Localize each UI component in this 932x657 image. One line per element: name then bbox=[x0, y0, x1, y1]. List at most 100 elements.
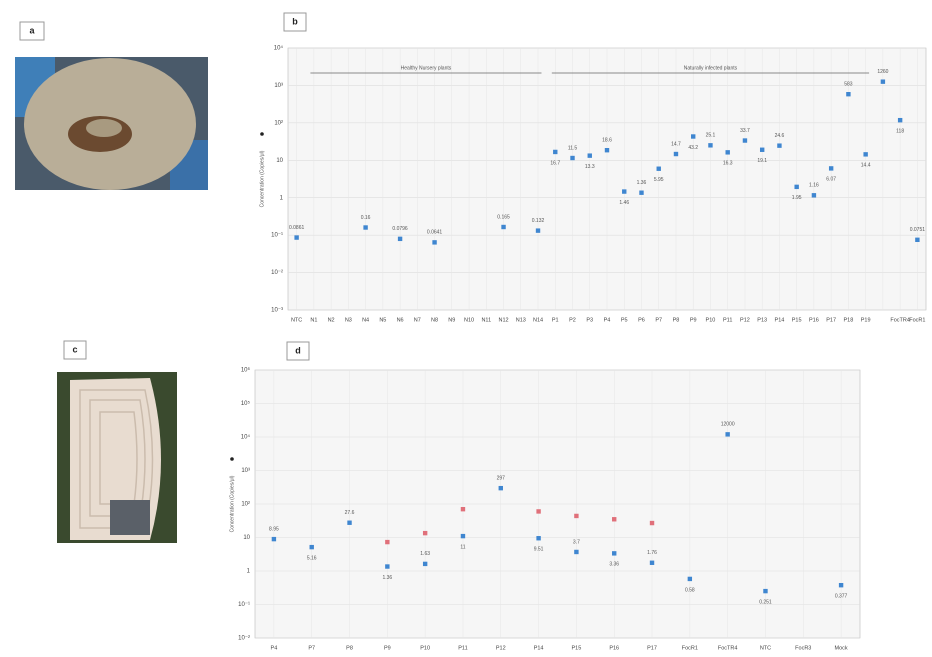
x-tick-label: Mock bbox=[835, 645, 848, 651]
data-point bbox=[498, 485, 503, 491]
data-point bbox=[708, 143, 713, 148]
data-label: 0.16 bbox=[361, 215, 371, 221]
data-label: 14.4 bbox=[861, 163, 871, 169]
y-tick-label: 10³ bbox=[274, 83, 283, 89]
y-axis-dot bbox=[260, 132, 264, 136]
data-point bbox=[838, 582, 844, 588]
data-point bbox=[863, 152, 868, 157]
panel-label: a bbox=[29, 25, 35, 35]
data-point bbox=[536, 509, 541, 514]
data-point bbox=[604, 147, 610, 153]
x-tick-label: FocTR4 bbox=[718, 645, 738, 651]
data-label: 5.16 bbox=[307, 555, 317, 561]
data-point bbox=[649, 520, 655, 526]
data-label: 16.7 bbox=[550, 160, 560, 166]
data-point bbox=[422, 561, 428, 567]
data-point bbox=[422, 530, 428, 536]
y-tick-label: 10⁵ bbox=[241, 400, 251, 407]
data-point bbox=[501, 224, 506, 230]
data-label: 3.7 bbox=[573, 539, 580, 545]
x-tick-label: P3 bbox=[586, 317, 593, 323]
x-tick-label: P15 bbox=[792, 317, 802, 323]
data-label: 27.6 bbox=[345, 510, 355, 516]
data-label: 14.7 bbox=[671, 141, 681, 147]
x-tick-label: P4 bbox=[604, 317, 611, 323]
panel-box bbox=[286, 341, 310, 361]
data-point bbox=[574, 549, 579, 555]
data-label: 11 bbox=[460, 544, 465, 550]
x-tick-label: FocTR4 bbox=[890, 317, 910, 323]
data-label: 1.36 bbox=[382, 575, 392, 581]
data-point bbox=[587, 153, 592, 158]
x-tick-label: FocR3 bbox=[795, 645, 811, 651]
data-point bbox=[725, 150, 730, 155]
y-tick-label: 10⁴ bbox=[241, 434, 251, 441]
data-label: 0.0861 bbox=[289, 225, 305, 231]
data-label: 16.3 bbox=[723, 161, 733, 167]
data-point bbox=[777, 143, 782, 148]
data-point bbox=[759, 147, 765, 152]
y-tick-label: 10⁻¹ bbox=[238, 602, 250, 608]
data-label: 0.165 bbox=[497, 214, 510, 220]
data-point bbox=[612, 517, 617, 522]
data-point bbox=[622, 189, 627, 194]
data-point bbox=[309, 544, 314, 550]
x-tick-label: P17 bbox=[826, 317, 836, 323]
x-tick-label: P19 bbox=[861, 317, 871, 323]
data-label: 0.132 bbox=[532, 218, 545, 224]
panel-box bbox=[283, 12, 307, 32]
data-label: 1.95 bbox=[792, 195, 802, 201]
x-tick-label: P1 bbox=[552, 317, 559, 323]
data-point bbox=[794, 184, 799, 190]
y-tick-label: 10⁻¹ bbox=[271, 233, 283, 239]
y-tick-label: 10 bbox=[276, 158, 283, 164]
data-point bbox=[673, 151, 679, 157]
x-tick-label: N3 bbox=[345, 317, 352, 323]
data-label: 0.58 bbox=[685, 587, 695, 593]
data-point bbox=[897, 117, 903, 123]
y-tick-label: 10⁶ bbox=[241, 367, 251, 374]
x-tick-label: N12 bbox=[498, 317, 508, 323]
data-label: 8.95 bbox=[269, 526, 279, 532]
x-tick-label: P11 bbox=[723, 317, 732, 323]
x-tick-label: P4 bbox=[271, 645, 278, 651]
data-label: 5.95 bbox=[654, 177, 664, 183]
y-tick-label: 10 bbox=[243, 535, 250, 541]
x-tick-label: N6 bbox=[397, 317, 404, 323]
data-point bbox=[536, 536, 541, 541]
data-label: 13.3 bbox=[585, 164, 595, 170]
data-point bbox=[363, 225, 368, 230]
data-point bbox=[811, 193, 817, 198]
data-label: 0.377 bbox=[835, 594, 848, 600]
data-label: 24.6 bbox=[775, 133, 785, 139]
x-tick-label: N9 bbox=[448, 317, 455, 323]
x-tick-label: P9 bbox=[384, 645, 391, 651]
y-tick-label: 1 bbox=[280, 195, 284, 201]
data-point bbox=[656, 166, 661, 171]
data-label: 583 bbox=[844, 82, 853, 88]
x-tick-label: P10 bbox=[706, 317, 716, 323]
data-label: 118 bbox=[896, 128, 904, 134]
data-point bbox=[828, 166, 834, 171]
data-label: 25.1 bbox=[706, 133, 716, 139]
data-label: 12000 bbox=[721, 422, 735, 428]
x-tick-label: N2 bbox=[328, 317, 335, 323]
panel-box bbox=[19, 21, 45, 41]
data-label: 6.07 bbox=[826, 177, 836, 183]
data-label: 0.0641 bbox=[427, 230, 443, 236]
x-tick-label: P7 bbox=[655, 317, 662, 323]
data-label: 0.0796 bbox=[392, 226, 408, 232]
x-tick-label: P13 bbox=[757, 317, 767, 323]
data-point bbox=[535, 228, 541, 233]
data-label: 1.16 bbox=[809, 183, 819, 189]
x-tick-label: P14 bbox=[534, 645, 544, 651]
y-tick-label: 10⁻² bbox=[238, 636, 250, 642]
data-point bbox=[574, 513, 579, 519]
data-point bbox=[271, 536, 277, 542]
x-tick-label: P12 bbox=[496, 645, 506, 651]
data-label: 0.251 bbox=[759, 599, 772, 605]
x-tick-label: P12 bbox=[740, 317, 750, 323]
x-tick-label: P15 bbox=[572, 645, 582, 651]
annotation: Healthy Nursery plants bbox=[401, 65, 452, 71]
